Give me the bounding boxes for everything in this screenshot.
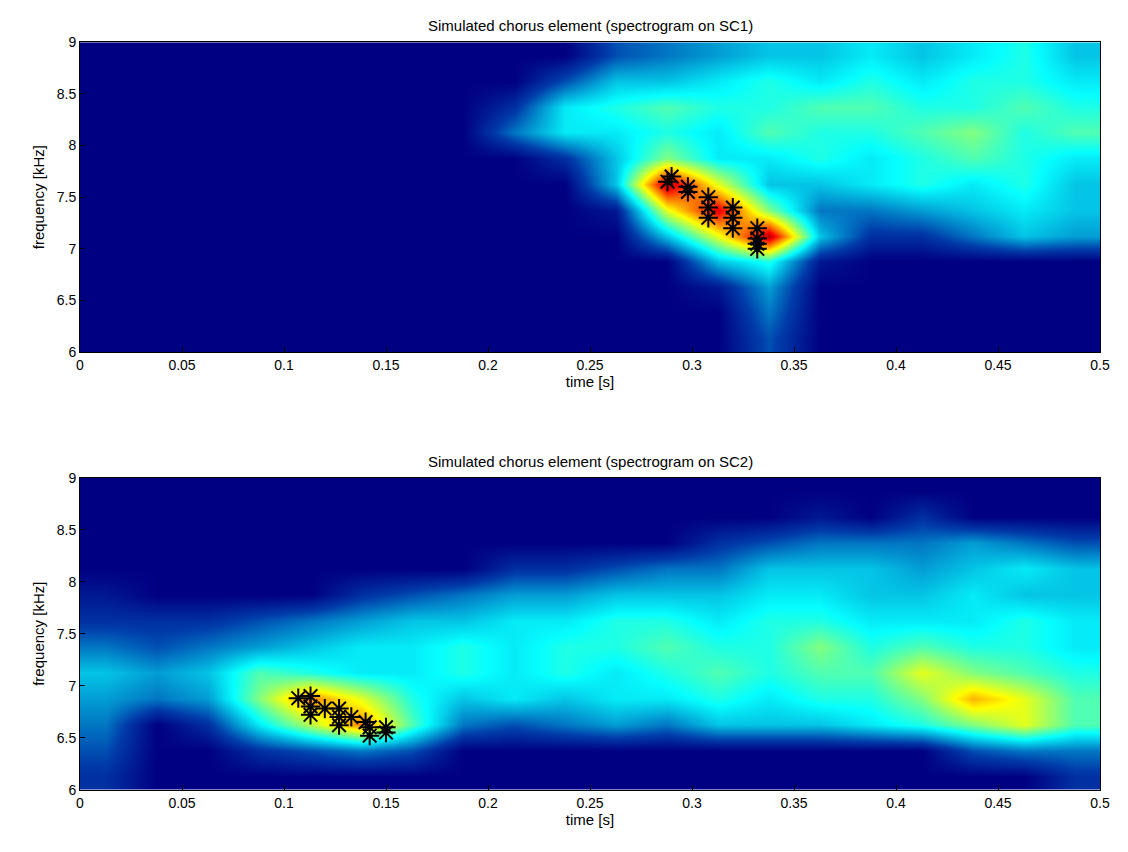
svg-text:8.5: 8.5 — [57, 522, 77, 538]
svg-text:0.45: 0.45 — [984, 795, 1011, 811]
svg-text:0.25: 0.25 — [576, 357, 603, 373]
svg-text:0.3: 0.3 — [682, 795, 702, 811]
svg-text:0.3: 0.3 — [682, 357, 702, 373]
svg-text:time [s]: time [s] — [566, 373, 614, 390]
svg-text:Simulated chorus element (spec: Simulated chorus element (spectrogram on… — [428, 17, 753, 34]
svg-text:0.15: 0.15 — [372, 795, 399, 811]
svg-text:0.5: 0.5 — [1090, 795, 1110, 811]
svg-text:0.1: 0.1 — [274, 357, 294, 373]
svg-text:8.5: 8.5 — [57, 86, 77, 102]
svg-text:0.2: 0.2 — [478, 357, 498, 373]
svg-text:7: 7 — [68, 241, 76, 257]
svg-text:9: 9 — [68, 34, 76, 50]
svg-text:0: 0 — [76, 357, 84, 373]
svg-text:6: 6 — [68, 782, 76, 798]
svg-text:6: 6 — [68, 344, 76, 360]
svg-text:frequency [kHz]: frequency [kHz] — [30, 145, 47, 249]
svg-text:Simulated chorus element (spec: Simulated chorus element (spectrogram on… — [428, 453, 753, 470]
svg-text:8: 8 — [68, 574, 76, 590]
svg-text:frequency [kHz]: frequency [kHz] — [30, 582, 47, 686]
svg-text:time [s]: time [s] — [566, 811, 614, 828]
svg-text:0.5: 0.5 — [1090, 357, 1110, 373]
svg-text:6.5: 6.5 — [57, 730, 77, 746]
svg-text:0.4: 0.4 — [886, 795, 906, 811]
svg-text:8: 8 — [68, 137, 76, 153]
svg-text:0.4: 0.4 — [886, 357, 906, 373]
svg-text:0.45: 0.45 — [984, 357, 1011, 373]
svg-text:0.35: 0.35 — [780, 357, 807, 373]
svg-text:0.15: 0.15 — [372, 357, 399, 373]
svg-text:0.1: 0.1 — [274, 795, 294, 811]
svg-text:6.5: 6.5 — [57, 292, 77, 308]
svg-text:0.05: 0.05 — [168, 357, 195, 373]
svg-text:9: 9 — [68, 470, 76, 486]
svg-text:7.5: 7.5 — [57, 626, 77, 642]
svg-text:0.25: 0.25 — [576, 795, 603, 811]
svg-text:7.5: 7.5 — [57, 189, 77, 205]
svg-text:0.2: 0.2 — [478, 795, 498, 811]
svg-text:7: 7 — [68, 678, 76, 694]
svg-text:0.35: 0.35 — [780, 795, 807, 811]
svg-text:0.05: 0.05 — [168, 795, 195, 811]
svg-text:0: 0 — [76, 795, 84, 811]
